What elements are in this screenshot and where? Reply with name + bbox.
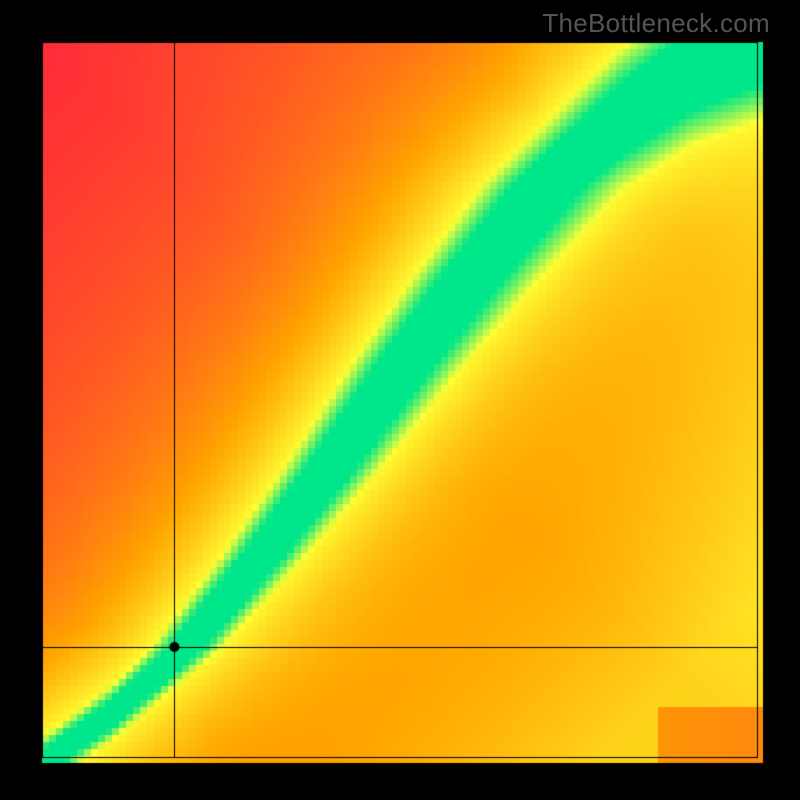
chart-container: TheBottleneck.com	[0, 0, 800, 800]
watermark-text: TheBottleneck.com	[542, 8, 770, 39]
heatmap-canvas	[0, 0, 800, 800]
